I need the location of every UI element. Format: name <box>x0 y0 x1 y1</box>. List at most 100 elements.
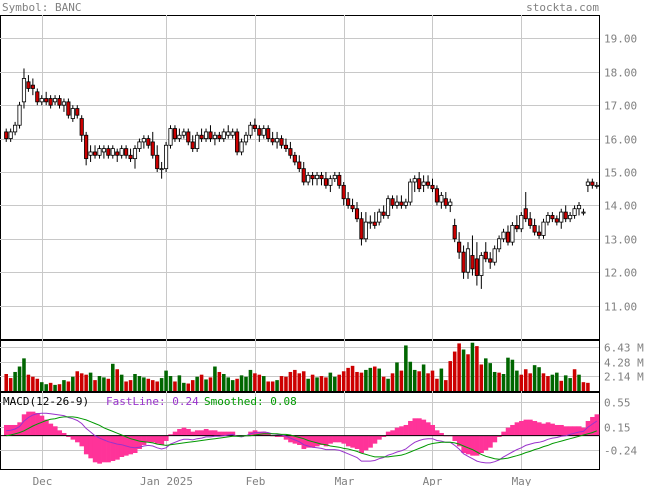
macd-histogram-bar <box>554 424 560 436</box>
volume-bar <box>284 376 288 391</box>
volume-bar <box>364 369 368 391</box>
macd-histogram-bar <box>199 430 205 436</box>
candle-body <box>306 174 311 183</box>
candle-body <box>505 231 511 243</box>
volume-bar <box>435 378 439 391</box>
macd-tick-label: -0.24 <box>604 445 637 458</box>
volume-bar <box>182 382 186 391</box>
volume-bar <box>66 381 71 391</box>
volume-bar <box>404 345 408 391</box>
macd-histogram-bar <box>514 422 520 436</box>
candle-body <box>141 138 146 143</box>
price-frame <box>0 15 600 340</box>
candle-body <box>279 138 284 146</box>
macd-histogram-bar <box>128 435 134 455</box>
candle-body <box>275 138 280 143</box>
candle-body <box>363 221 368 240</box>
volume-bar <box>546 376 550 391</box>
candle-body <box>572 208 577 216</box>
candle-body <box>283 144 289 150</box>
macd-histogram-bar <box>332 435 338 443</box>
price-tick-label: 11.00 <box>604 301 637 314</box>
candle-body <box>155 154 160 170</box>
site-label: stockta.com <box>526 1 599 14</box>
macd-panel <box>0 411 600 464</box>
macd-histogram-bar <box>115 435 120 460</box>
candle-body <box>474 258 479 276</box>
candle-body <box>568 215 573 220</box>
volume-bar <box>164 370 168 391</box>
macd-histogram-bar <box>265 432 271 436</box>
macd-histogram-bar <box>563 426 569 436</box>
candle-body <box>177 134 182 139</box>
volume-bar <box>4 374 8 391</box>
volume-bar <box>333 376 337 391</box>
macd-histogram-bar <box>403 424 409 436</box>
macd-histogram-bar <box>337 435 342 443</box>
volume-bar <box>97 376 102 391</box>
macd-histogram-bar <box>52 426 58 436</box>
volume-bar <box>22 358 26 391</box>
x-tick-label: Feb <box>246 475 266 486</box>
candle-body <box>186 131 191 143</box>
price-tick-label: 17.00 <box>604 100 637 113</box>
macd-histogram-bar <box>79 435 85 447</box>
candle-body <box>550 215 555 220</box>
macd-histogram-bar <box>26 411 31 436</box>
candle-body <box>301 168 306 183</box>
candle-body <box>523 208 528 220</box>
macd-histogram-bar <box>354 435 360 449</box>
candle-body <box>208 131 213 139</box>
candle-body <box>257 128 262 136</box>
candle-body <box>164 144 169 170</box>
price-tick-label: 18.00 <box>604 67 637 80</box>
price-tick-label: 16.00 <box>604 134 637 147</box>
volume-bar <box>399 370 404 391</box>
macd-histogram-bar <box>208 430 213 436</box>
candle-body <box>168 128 173 146</box>
volume-bar <box>150 380 155 391</box>
volume-bar <box>279 376 284 391</box>
candle-body <box>417 178 422 190</box>
candle-body <box>248 124 253 136</box>
candle-body <box>399 201 404 206</box>
macd-histogram-bar <box>119 435 125 457</box>
volume-bar <box>244 376 248 391</box>
candle-body <box>341 184 346 200</box>
candle-body <box>479 255 484 276</box>
volume-bar <box>470 342 475 391</box>
macd-histogram-bar <box>92 435 98 463</box>
macd-histogram-bar <box>217 431 222 436</box>
macd-histogram-bar <box>305 435 311 448</box>
macd-histogram-bar <box>212 430 218 436</box>
candle-body <box>314 174 320 180</box>
volume-bar <box>412 369 417 391</box>
macd-histogram-bar <box>159 435 165 445</box>
volume-bar <box>541 373 546 391</box>
candle-body <box>252 124 257 129</box>
macd-histogram-bar <box>594 414 600 436</box>
candle-body <box>350 204 355 210</box>
candle-body <box>448 201 453 206</box>
candle-body <box>128 154 133 160</box>
macd-histogram-bar <box>66 435 71 437</box>
volume-bar <box>475 346 479 391</box>
macd-histogram-bar <box>496 435 502 437</box>
volume-bar <box>44 384 48 391</box>
macd-histogram-bar <box>541 423 547 436</box>
candle-body <box>297 161 302 170</box>
macd-histogram-bar <box>576 426 582 436</box>
volume-bar <box>328 372 333 391</box>
candle-body <box>346 198 351 206</box>
volume-bar <box>310 374 315 391</box>
candle-body <box>150 141 155 156</box>
candle-body <box>115 151 120 156</box>
volume-bar <box>479 364 484 391</box>
candle-body <box>243 134 249 143</box>
candle-body <box>292 154 297 163</box>
candle-body <box>101 148 106 153</box>
candle-body <box>559 211 564 223</box>
candle-body <box>39 98 44 103</box>
volume-bar <box>84 374 88 391</box>
macd-histogram-bar <box>319 435 325 445</box>
